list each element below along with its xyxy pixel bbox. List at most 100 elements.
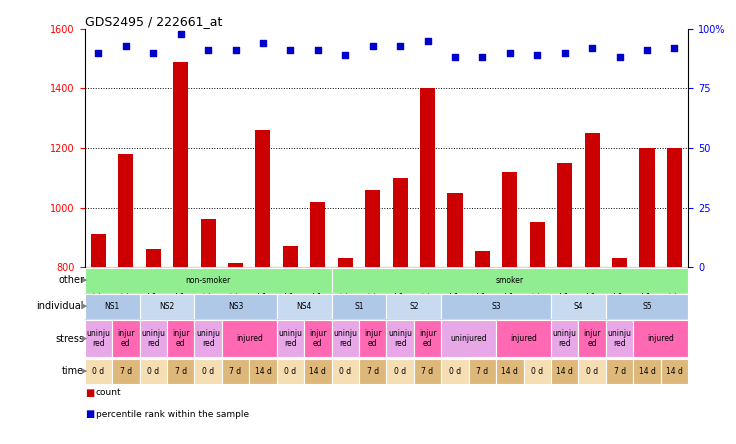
Text: GDS2495 / 222661_at: GDS2495 / 222661_at <box>85 15 222 28</box>
Text: 0 d: 0 d <box>339 367 351 376</box>
Text: time: time <box>62 366 84 376</box>
Text: uninju
red: uninju red <box>608 329 631 348</box>
Point <box>614 54 626 61</box>
Text: injured: injured <box>236 334 263 343</box>
Bar <box>661 359 688 384</box>
Point <box>339 52 351 59</box>
Text: uninju
red: uninju red <box>86 329 110 348</box>
Bar <box>496 320 551 357</box>
Bar <box>584 133 600 267</box>
Text: NS2: NS2 <box>159 301 174 311</box>
Text: NS4: NS4 <box>297 301 312 311</box>
Bar <box>331 359 359 384</box>
Text: NS3: NS3 <box>228 301 243 311</box>
Bar <box>228 263 243 267</box>
Bar <box>640 148 654 267</box>
Bar <box>475 251 490 267</box>
Bar <box>222 359 250 384</box>
Text: 7 d: 7 d <box>120 367 132 376</box>
Bar <box>496 359 523 384</box>
Text: S1: S1 <box>354 301 364 311</box>
Point <box>449 54 461 61</box>
Bar <box>420 88 435 267</box>
Bar <box>85 359 112 384</box>
Text: S3: S3 <box>492 301 501 311</box>
Bar <box>612 258 627 267</box>
Bar <box>112 359 140 384</box>
Text: S5: S5 <box>643 301 652 311</box>
Text: 0 d: 0 d <box>586 367 598 376</box>
Text: 7 d: 7 d <box>422 367 434 376</box>
Bar <box>365 190 381 267</box>
Point <box>422 37 434 44</box>
Point <box>587 44 598 52</box>
Bar <box>222 320 277 357</box>
Bar <box>173 62 188 267</box>
Text: injured: injured <box>510 334 537 343</box>
Bar <box>578 359 606 384</box>
Bar <box>338 258 353 267</box>
Bar <box>311 202 325 267</box>
Point <box>257 40 269 47</box>
Bar <box>667 148 682 267</box>
Bar <box>442 320 496 357</box>
Text: injur
ed: injur ed <box>419 329 436 348</box>
Bar <box>277 320 304 357</box>
Text: 14 d: 14 d <box>255 367 272 376</box>
Bar <box>557 163 573 267</box>
Point <box>174 30 186 37</box>
Text: percentile rank within the sample: percentile rank within the sample <box>96 410 249 419</box>
Text: 0 d: 0 d <box>531 367 543 376</box>
Point <box>147 49 159 56</box>
Bar <box>112 320 140 357</box>
Point <box>476 54 488 61</box>
Point <box>202 47 214 54</box>
Text: other: other <box>58 275 84 285</box>
Bar <box>250 359 277 384</box>
Bar <box>633 320 688 357</box>
Bar <box>551 320 578 357</box>
Point <box>559 49 570 56</box>
Bar <box>551 293 606 318</box>
Text: S4: S4 <box>573 301 583 311</box>
Point <box>230 47 241 54</box>
Text: 14 d: 14 d <box>639 367 656 376</box>
Point <box>285 47 297 54</box>
Text: injur
ed: injur ed <box>117 329 135 348</box>
Text: 14 d: 14 d <box>501 367 518 376</box>
Bar <box>85 293 140 318</box>
Point <box>394 42 406 49</box>
Point <box>531 52 543 59</box>
Bar <box>502 172 517 267</box>
Bar <box>469 359 496 384</box>
Bar <box>633 359 661 384</box>
Point <box>504 49 516 56</box>
Bar <box>578 320 606 357</box>
Bar <box>255 130 271 267</box>
Text: stress: stress <box>55 333 84 344</box>
Bar <box>386 359 414 384</box>
Bar <box>530 222 545 267</box>
Text: injured: injured <box>647 334 674 343</box>
Bar <box>140 320 167 357</box>
Text: smoker: smoker <box>496 276 524 285</box>
Bar <box>304 320 331 357</box>
Text: 7 d: 7 d <box>367 367 379 376</box>
Bar <box>277 359 304 384</box>
Point <box>668 44 680 52</box>
Bar <box>167 320 194 357</box>
Bar <box>91 234 106 267</box>
Text: 0 d: 0 d <box>147 367 159 376</box>
Point <box>312 47 324 54</box>
Bar <box>194 359 222 384</box>
Text: 14 d: 14 d <box>666 367 683 376</box>
Bar <box>414 320 442 357</box>
Bar <box>442 293 551 318</box>
Text: uninju
red: uninju red <box>388 329 412 348</box>
Point <box>93 49 105 56</box>
Text: 0 d: 0 d <box>394 367 406 376</box>
Text: injur
ed: injur ed <box>364 329 381 348</box>
Text: injur
ed: injur ed <box>309 329 327 348</box>
Text: uninju
red: uninju red <box>278 329 302 348</box>
Bar <box>85 268 331 293</box>
